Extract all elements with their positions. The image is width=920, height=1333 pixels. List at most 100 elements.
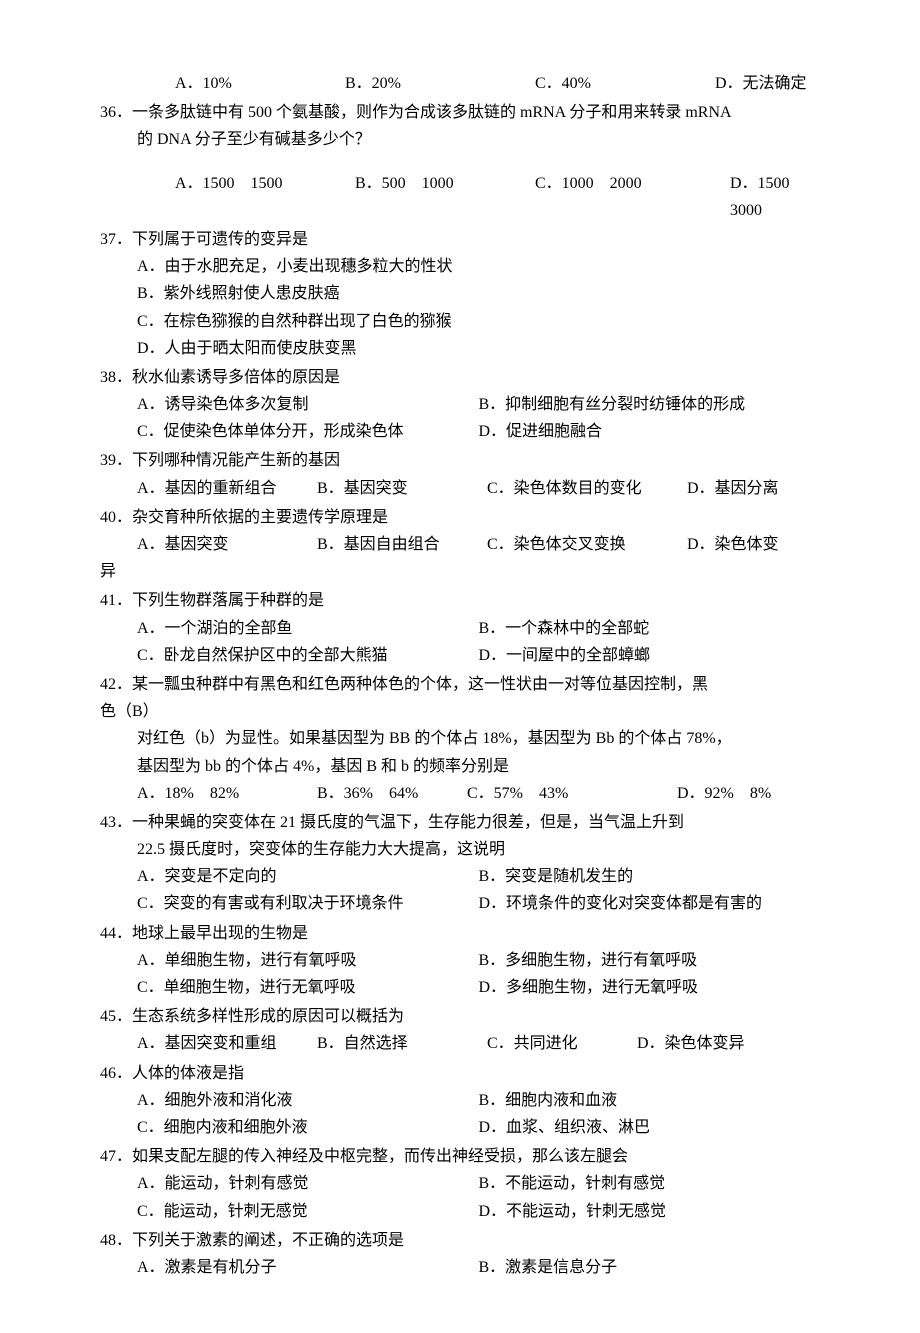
option-a: A．能运动，针刺有感觉	[137, 1170, 479, 1197]
option-a: A．诱导染色体多次复制	[137, 391, 479, 418]
option-d: D．基因分离	[687, 475, 820, 502]
option-c: C．能运动，针刺无感觉	[137, 1198, 479, 1225]
option-c: C．共同进化	[487, 1030, 637, 1057]
question-stem: 45．生态系统多样性形成的原因可以概括为	[100, 1003, 820, 1030]
option-d: D．染色体变	[687, 531, 820, 558]
question-40: 40．杂交育种所依据的主要遗传学原理是 A．基因突变 B．基因自由组合 C．染色…	[100, 504, 820, 586]
question-stem: 40．杂交育种所依据的主要遗传学原理是	[100, 504, 820, 531]
question-35: A．10% B．20% C．40% D．无法确定	[100, 70, 820, 97]
option-a: A．突变是不定向的	[137, 863, 479, 890]
option-c: C．促使染色体单体分开，形成染色体	[137, 418, 479, 445]
options-row: C．突变的有害或有利取决于环境条件 D．环境条件的变化对突变体都是有害的	[137, 890, 820, 917]
option-b: B．自然选择	[317, 1030, 487, 1057]
options-row: C．能运动，针刺无感觉 D．不能运动，针刺无感觉	[137, 1198, 820, 1225]
option-c: C．染色体数目的变化	[487, 475, 687, 502]
question-stem-2: 22.5 摄氏度时，突变体的生存能力大大提高，这说明	[137, 836, 820, 863]
options: A．基因突变 B．基因自由组合 C．染色体交叉变换 D．染色体变	[137, 531, 820, 558]
question-stem: 43．一种果蝇的突变体在 21 摄氏度的气温下，生存能力很差，但是，当气温上升到	[100, 809, 820, 836]
question-stem: 38．秋水仙素诱导多倍体的原因是	[100, 364, 820, 391]
question-stem-cont: 的 DNA 分子至少有碱基多少个？	[137, 126, 820, 153]
question-stem: 42．某一瓢虫种群中有黑色和红色两种体色的个体，这一性状由一对等位基因控制，黑	[100, 671, 820, 698]
option-c: C．单细胞生物，进行无氧呼吸	[137, 974, 479, 1001]
option-a: A．细胞外液和消化液	[137, 1087, 479, 1114]
options-row: C．单细胞生物，进行无氧呼吸 D．多细胞生物，进行无氧呼吸	[137, 974, 820, 1001]
question-stem: 36．一条多肽链中有 500 个氨基酸，则作为合成该多肽链的 mRNA 分子和用…	[100, 99, 820, 126]
options-row: C．卧龙自然保护区中的全部大熊猫 D．一间屋中的全部蟑螂	[137, 642, 820, 669]
question-41: 41．下列生物群落属于种群的是 A．一个湖泊的全部鱼 B．一个森林中的全部蛇 C…	[100, 587, 820, 669]
option-a: A．由于水肥充足，小麦出现穗多粒大的性状	[137, 253, 820, 280]
question-stem: 44．地球上最早出现的生物是	[100, 920, 820, 947]
options-row: A．诱导染色体多次复制 B．抑制细胞有丝分裂时纺锤体的形成	[137, 391, 820, 418]
question-47: 47．如果支配左腿的传入神经及中枢完整，而传出神经受损，那么该左腿会 A．能运动…	[100, 1143, 820, 1225]
option-d: D．不能运动，针刺无感觉	[479, 1198, 821, 1225]
option-c: C．突变的有害或有利取决于环境条件	[137, 890, 479, 917]
option-b: B．不能运动，针刺有感觉	[479, 1170, 821, 1197]
options: A．基因突变和重组 B．自然选择 C．共同进化 D．染色体变异	[137, 1030, 820, 1057]
question-stem: 37．下列属于可遗传的变异是	[100, 226, 820, 253]
options: A．10% B．20% C．40% D．无法确定	[175, 70, 820, 97]
option-a: A．基因突变和重组	[137, 1030, 317, 1057]
option-c: C．在棕色猕猴的自然种群出现了白色的猕猴	[137, 308, 820, 335]
option-a: A．18% 82%	[137, 780, 317, 807]
options-row: A．单细胞生物，进行有氧呼吸 B．多细胞生物，进行有氧呼吸	[137, 947, 820, 974]
option-b: B．突变是随机发生的	[479, 863, 821, 890]
option-c: C．细胞内液和细胞外液	[137, 1114, 479, 1141]
question-stem: 48．下列关于激素的阐述，不正确的选项是	[100, 1227, 820, 1254]
question-stem: 46．人体的体液是指	[100, 1060, 820, 1087]
options-row: C．促使染色体单体分开，形成染色体 D．促进细胞融合	[137, 418, 820, 445]
option-d-cont: 异	[100, 558, 820, 585]
option-d: D．1500 3000	[730, 170, 820, 224]
question-stem: 47．如果支配左腿的传入神经及中枢完整，而传出神经受损，那么该左腿会	[100, 1143, 820, 1170]
option-d: D．人由于晒太阳而使皮肤变黑	[137, 335, 820, 362]
question-36: 36．一条多肽链中有 500 个氨基酸，则作为合成该多肽链的 mRNA 分子和用…	[100, 99, 820, 224]
option-d: D．促进细胞融合	[479, 418, 821, 445]
option-c: C．卧龙自然保护区中的全部大熊猫	[137, 642, 479, 669]
question-42: 42．某一瓢虫种群中有黑色和红色两种体色的个体，这一性状由一对等位基因控制，黑 …	[100, 671, 820, 807]
option-d: D．多细胞生物，进行无氧呼吸	[479, 974, 821, 1001]
option-d: D．无法确定	[715, 70, 820, 97]
question-stem-1b: 色（B）	[100, 698, 820, 725]
option-b: B．一个森林中的全部蛇	[479, 615, 821, 642]
question-48: 48．下列关于激素的阐述，不正确的选项是 A．激素是有机分子 B．激素是信息分子	[100, 1227, 820, 1281]
question-44: 44．地球上最早出现的生物是 A．单细胞生物，进行有氧呼吸 B．多细胞生物，进行…	[100, 920, 820, 1002]
question-43: 43．一种果蝇的突变体在 21 摄氏度的气温下，生存能力很差，但是，当气温上升到…	[100, 809, 820, 918]
options-row: A．一个湖泊的全部鱼 B．一个森林中的全部蛇	[137, 615, 820, 642]
options-row: C．细胞内液和细胞外液 D．血浆、组织液、淋巴	[137, 1114, 820, 1141]
question-39: 39．下列哪种情况能产生新的基因 A．基因的重新组合 B．基因突变 C．染色体数…	[100, 447, 820, 501]
option-b: B．细胞内液和血液	[479, 1087, 821, 1114]
question-stem-3: 基因型为 bb 的个体占 4%，基因 B 和 b 的频率分别是	[137, 753, 820, 780]
option-b: B．36% 64%	[317, 780, 467, 807]
option-d: D．环境条件的变化对突变体都是有害的	[479, 890, 821, 917]
option-a: A．10%	[175, 70, 345, 97]
option-a: A．单细胞生物，进行有氧呼吸	[137, 947, 479, 974]
option-c: C．57% 43%	[467, 780, 677, 807]
option-b: B．基因突变	[317, 475, 487, 502]
options: A．基因的重新组合 B．基因突变 C．染色体数目的变化 D．基因分离	[137, 475, 820, 502]
option-a: A．1500 1500	[175, 170, 355, 224]
option-c: C．1000 2000	[535, 170, 730, 224]
option-b: B．20%	[345, 70, 535, 97]
option-d: D．一间屋中的全部蟑螂	[479, 642, 821, 669]
options: A．1500 1500 B．500 1000 C．1000 2000 D．150…	[175, 170, 820, 224]
question-38: 38．秋水仙素诱导多倍体的原因是 A．诱导染色体多次复制 B．抑制细胞有丝分裂时…	[100, 364, 820, 446]
option-b: B．500 1000	[355, 170, 535, 224]
question-45: 45．生态系统多样性形成的原因可以概括为 A．基因突变和重组 B．自然选择 C．…	[100, 1003, 820, 1057]
question-37: 37．下列属于可遗传的变异是 A．由于水肥充足，小麦出现穗多粒大的性状 B．紫外…	[100, 226, 820, 362]
options-row: A．突变是不定向的 B．突变是随机发生的	[137, 863, 820, 890]
options: A．18% 82% B．36% 64% C．57% 43% D．92% 8%	[137, 780, 820, 807]
question-stem-2: 对红色（b）为显性。如果基因型为 BB 的个体占 18%，基因型为 Bb 的个体…	[137, 725, 820, 752]
option-b: B．抑制细胞有丝分裂时纺锤体的形成	[479, 391, 821, 418]
option-a: A．基因的重新组合	[137, 475, 317, 502]
options-row: A．能运动，针刺有感觉 B．不能运动，针刺有感觉	[137, 1170, 820, 1197]
question-46: 46．人体的体液是指 A．细胞外液和消化液 B．细胞内液和血液 C．细胞内液和细…	[100, 1060, 820, 1142]
option-a: A．一个湖泊的全部鱼	[137, 615, 479, 642]
option-b: B．基因自由组合	[317, 531, 487, 558]
option-c: C．40%	[535, 70, 715, 97]
option-d: D．染色体变异	[637, 1030, 820, 1057]
option-c: C．染色体交叉变换	[487, 531, 687, 558]
question-stem: 39．下列哪种情况能产生新的基因	[100, 447, 820, 474]
option-d: D．血浆、组织液、淋巴	[479, 1114, 821, 1141]
option-b: B．紫外线照射使人患皮肤癌	[137, 280, 820, 307]
option-a: A．激素是有机分子	[137, 1254, 479, 1281]
options-row: A．细胞外液和消化液 B．细胞内液和血液	[137, 1087, 820, 1114]
